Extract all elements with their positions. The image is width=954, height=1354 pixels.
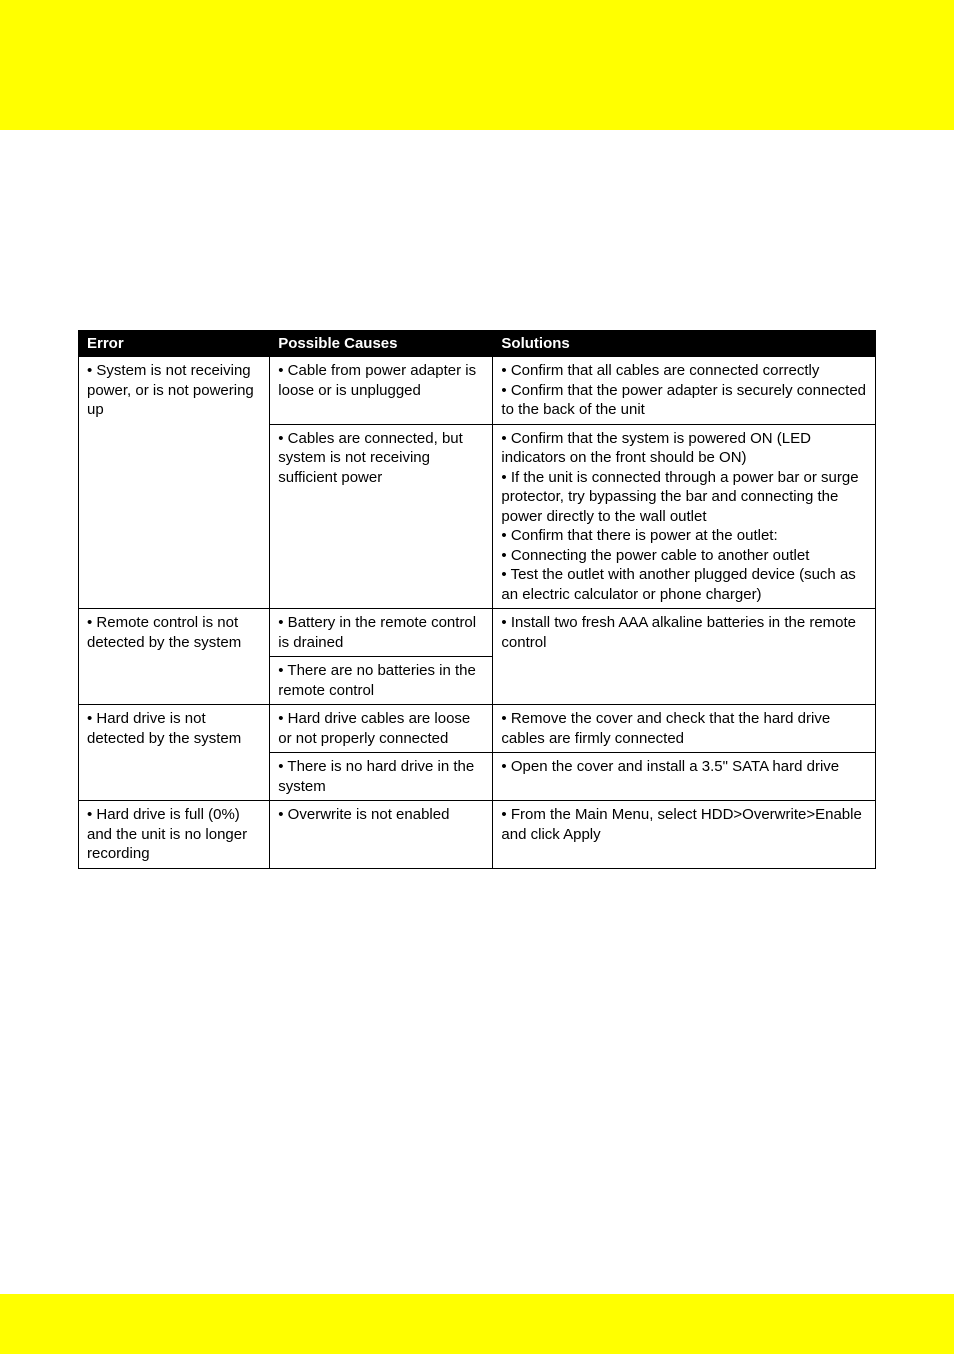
table-row: • System is not receiving power, or is n… (79, 357, 876, 425)
bottom-banner (0, 1294, 954, 1354)
cell-cause: • Hard drive cables are loose or not pro… (270, 705, 493, 753)
table-header-row: Error Possible Causes Solutions (79, 331, 876, 357)
cell-cause: • Cable from power adapter is loose or i… (270, 357, 493, 425)
cell-error: • System is not receiving power, or is n… (79, 357, 270, 609)
cell-solution: • Open the cover and install a 3.5" SATA… (493, 753, 876, 801)
troubleshooting-table: Error Possible Causes Solutions • System… (78, 330, 876, 869)
header-causes: Possible Causes (270, 331, 493, 357)
cell-cause: • There is no hard drive in the system (270, 753, 493, 801)
cell-cause: • Battery in the remote control is drain… (270, 609, 493, 657)
table-row: • Hard drive is full (0%) and the unit i… (79, 801, 876, 869)
cell-cause: • Cables are connected, but system is no… (270, 424, 493, 609)
cell-cause: • There are no batteries in the remote c… (270, 657, 493, 705)
top-banner (0, 0, 954, 130)
troubleshooting-content: Error Possible Causes Solutions • System… (78, 330, 876, 869)
header-solutions: Solutions (493, 331, 876, 357)
cell-solution: • Confirm that the system is powered ON … (493, 424, 876, 609)
cell-solution: • Remove the cover and check that the ha… (493, 705, 876, 753)
cell-solution: • Install two fresh AAA alkaline batteri… (493, 609, 876, 705)
cell-cause: • Overwrite is not enabled (270, 801, 493, 869)
cell-solution: • From the Main Menu, select HDD>Overwri… (493, 801, 876, 869)
table-row: • Remote control is not detected by the … (79, 609, 876, 657)
table-row: • Hard drive is not detected by the syst… (79, 705, 876, 753)
cell-error: • Hard drive is full (0%) and the unit i… (79, 801, 270, 869)
header-error: Error (79, 331, 270, 357)
cell-error: • Remote control is not detected by the … (79, 609, 270, 705)
cell-solution: • Confirm that all cables are connected … (493, 357, 876, 425)
cell-error: • Hard drive is not detected by the syst… (79, 705, 270, 801)
